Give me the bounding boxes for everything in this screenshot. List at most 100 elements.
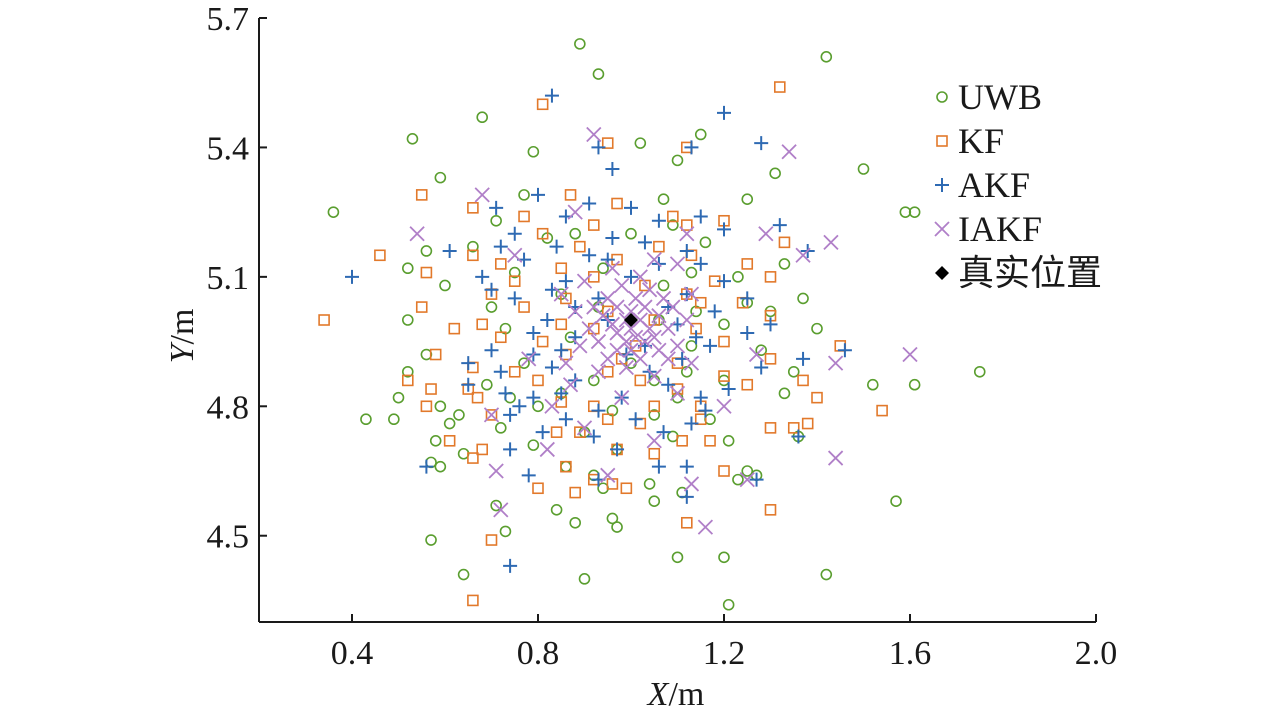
data-point-plus <box>754 136 769 151</box>
legend-item: AKF <box>935 165 1030 205</box>
data-point-cross <box>604 316 621 332</box>
data-point-plus <box>489 200 504 215</box>
data-point-plus <box>721 382 736 397</box>
data-point-cross <box>795 247 811 263</box>
data-point-square <box>680 516 693 529</box>
data-point-square <box>560 460 572 473</box>
data-point-plus <box>582 248 597 263</box>
data-point-circle <box>778 387 791 400</box>
data-point-cross <box>637 299 653 315</box>
legend-marker <box>934 221 950 237</box>
data-point-cross <box>623 320 639 337</box>
legend-item: IAKF <box>934 209 1042 249</box>
data-point-circle <box>420 245 433 257</box>
data-point-cross <box>683 286 700 302</box>
data-point-circle <box>425 534 437 546</box>
data-point-plus <box>544 360 559 375</box>
data-point-plus <box>531 187 545 202</box>
data-point-plus <box>549 239 564 254</box>
data-point-cross <box>646 251 662 268</box>
data-point-circle <box>560 460 572 473</box>
data-point-cross <box>590 364 607 380</box>
data-point-cross <box>604 260 621 276</box>
y-tick-label: 4.5 <box>207 519 250 556</box>
data-point-circle <box>429 434 442 447</box>
data-point-plus <box>498 386 513 401</box>
data-point-plus <box>651 213 666 228</box>
data-point-plus <box>754 360 769 375</box>
data-point-square <box>564 189 577 201</box>
data-point-diamond <box>624 313 638 327</box>
data-point-plus <box>521 468 536 483</box>
data-point-plus <box>656 425 671 440</box>
data-point-circle <box>718 551 730 564</box>
data-point-circle <box>755 344 768 357</box>
data-point-square <box>532 482 544 495</box>
data-point-plus <box>703 338 718 353</box>
data-point-circle <box>476 111 489 124</box>
data-point-square <box>620 482 633 495</box>
data-point-square <box>778 236 791 249</box>
data-point-circle <box>467 240 479 253</box>
data-point-plus <box>763 317 778 332</box>
data-point-cross <box>553 286 569 302</box>
data-point-circle <box>973 365 986 378</box>
data-point-square <box>494 258 507 270</box>
legend-label: IAKF <box>958 209 1042 249</box>
data-point-cross <box>493 502 509 518</box>
data-point-square <box>494 331 507 344</box>
data-point-square <box>425 383 437 395</box>
data-point-square <box>601 365 614 378</box>
data-point-circle <box>494 422 507 434</box>
data-point-circle <box>420 348 433 361</box>
data-point-circle <box>569 516 582 529</box>
data-point-cross <box>646 433 662 449</box>
data-point-circle <box>718 318 730 331</box>
data-point-cross <box>576 420 593 436</box>
data-point-cross <box>544 398 560 414</box>
data-point-plus <box>526 390 541 405</box>
data-point-square <box>448 322 461 335</box>
data-point-circle <box>499 525 512 538</box>
data-point-plus <box>796 351 811 366</box>
data-point-circle <box>574 38 586 50</box>
data-point-cross <box>632 351 648 367</box>
data-point-square <box>764 271 777 283</box>
data-point-circle <box>388 413 400 426</box>
data-point-circle <box>434 171 447 184</box>
data-point-cross <box>697 519 714 535</box>
data-point-plus <box>484 282 499 297</box>
data-point-cross <box>567 303 583 320</box>
data-point-square <box>485 534 498 546</box>
data-point-square <box>485 409 498 421</box>
data-point-plus <box>717 222 731 237</box>
y-axis-unit: /m <box>164 309 201 345</box>
legend-item: 真实位置 <box>935 253 1102 293</box>
legend-label: AKF <box>958 165 1030 205</box>
data-point-plus <box>693 209 708 224</box>
data-point-cross <box>823 234 839 250</box>
data-point-cross <box>902 346 918 363</box>
x-tick-label: 0.8 <box>517 635 560 672</box>
data-point-plus <box>740 325 755 340</box>
data-point-circle <box>406 133 419 145</box>
data-point-plus <box>554 386 569 401</box>
data-point-circle <box>457 568 470 581</box>
data-point-plus <box>837 343 852 358</box>
legend-marker <box>935 178 949 192</box>
data-point-square <box>550 426 563 438</box>
data-point-square <box>648 447 661 460</box>
data-point-square <box>667 210 679 223</box>
data-point-circle <box>578 573 591 585</box>
x-axis-unit: /m <box>668 676 704 713</box>
data-point-square <box>601 413 614 426</box>
data-point-cross <box>739 471 755 488</box>
data-point-cross <box>758 226 774 242</box>
data-point-circle <box>550 504 563 516</box>
y-tick-label: 5.7 <box>207 1 250 38</box>
data-point-plus <box>419 459 434 474</box>
data-point-plus <box>461 356 476 371</box>
data-point-circle <box>625 227 637 240</box>
